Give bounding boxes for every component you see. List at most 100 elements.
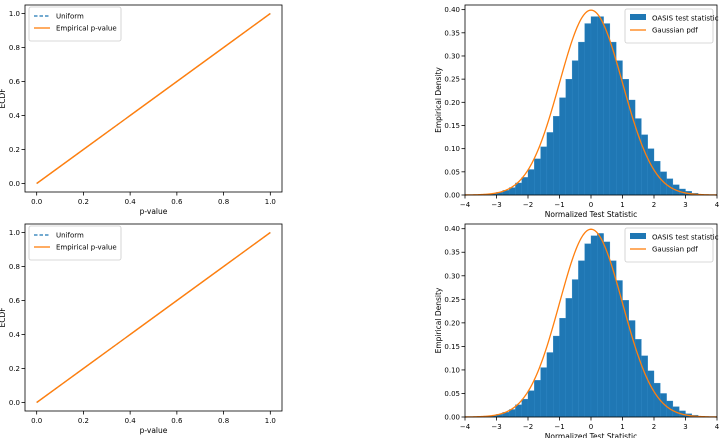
x-tick-label: 4	[715, 423, 720, 431]
y-tick-label: 0.00	[444, 414, 460, 422]
x-tick-label: 0.4	[125, 198, 137, 206]
x-tick-label: 0.2	[78, 198, 89, 206]
y-tick-label: 0.2	[9, 146, 20, 154]
y-tick-label: 0.35	[444, 249, 460, 257]
x-tick-label: 0	[589, 201, 593, 209]
x-tick-label: 3	[683, 423, 687, 431]
histogram-bar	[546, 352, 554, 418]
histogram-bar	[622, 78, 629, 196]
histogram-bar	[527, 169, 535, 196]
histogram-bar	[515, 404, 522, 418]
histogram-bar	[641, 355, 648, 418]
legend-label: Empirical p-value	[56, 25, 117, 33]
x-tick-label: −3	[491, 201, 501, 209]
histogram-bar	[553, 335, 560, 418]
y-tick-label: 0.15	[444, 122, 460, 130]
x-tick-label: −4	[460, 423, 471, 431]
y-axis-label: ECDF	[0, 88, 7, 108]
histogram-bar	[553, 116, 560, 196]
y-tick-label: 0.6	[9, 297, 21, 305]
x-tick-label: 1.0	[265, 417, 276, 425]
x-axis-label: Normalized Test Statistic	[545, 210, 637, 219]
histogram-bar	[609, 260, 617, 418]
legend-label: OASIS test statistic	[652, 234, 719, 242]
x-tick-label: 0.6	[171, 417, 183, 425]
x-tick-label: −1	[554, 201, 564, 209]
histogram-bar	[584, 23, 592, 196]
x-tick-label: 0.0	[31, 417, 42, 425]
y-tick-label: 0.0	[9, 399, 20, 407]
y-tick-label: 0.25	[444, 296, 460, 304]
x-tick-label: 0.4	[125, 417, 137, 425]
gaussian-pdf-line	[464, 228, 718, 418]
x-tick-label: 0.0	[31, 198, 42, 206]
empirical-line	[36, 12, 271, 185]
histogram-bar	[597, 16, 604, 196]
y-tick-label: 0.10	[444, 145, 460, 153]
histogram-bar	[571, 60, 579, 196]
x-axis-label: Normalized Test Statistic	[545, 432, 637, 438]
y-tick-label: 1.0	[9, 229, 20, 237]
y-tick-label: 0.4	[9, 331, 21, 339]
x-tick-label: 0	[589, 423, 593, 431]
y-tick-label: 0.6	[9, 78, 21, 86]
histogram-bar	[603, 241, 611, 418]
x-tick-label: −2	[523, 423, 533, 431]
axes-frame	[24, 4, 283, 193]
y-tick-label: 0.10	[444, 366, 460, 374]
histogram-bar	[584, 243, 592, 418]
legend-label: Uniform	[56, 232, 84, 240]
histogram-bar	[521, 177, 529, 196]
y-tick-label: 0.0	[9, 180, 20, 188]
histogram-bar	[647, 148, 655, 196]
histogram-bar	[515, 182, 522, 196]
y-tick-label: 0.30	[444, 52, 460, 60]
legend-label: Gaussian pdf	[652, 27, 698, 35]
histogram-bar	[521, 398, 529, 418]
x-tick-label: 0.8	[218, 198, 229, 206]
y-tick-label: 0.2	[9, 365, 20, 373]
histogram-bar	[609, 41, 617, 196]
legend-box	[624, 8, 714, 44]
x-tick-label: 1	[620, 201, 624, 209]
y-tick-label: 1.0	[9, 10, 20, 18]
x-tick-label: 2	[652, 423, 656, 431]
legend-label: OASIS test statistic	[652, 15, 719, 23]
histogram-bar	[578, 260, 585, 418]
legend-swatch-bars	[630, 233, 646, 239]
histogram-bar	[559, 97, 566, 196]
y-tick-label: 0.30	[444, 272, 460, 280]
x-tick-label: −4	[460, 201, 471, 209]
histogram-bar	[565, 78, 573, 196]
legend-box	[28, 6, 122, 42]
axes-frame	[24, 223, 283, 412]
x-tick-label: −3	[491, 423, 501, 431]
x-tick-label: 0.6	[171, 198, 183, 206]
histogram-bar	[578, 41, 585, 196]
y-tick-label: 0.40	[444, 225, 460, 233]
gaussian-pdf-line	[464, 9, 718, 196]
histogram-plot: −4 −3 −2 −1 0 1 2 3 4 0.00 0.05 0.10 0.15 0.20 0.25 0.3…	[434, 4, 720, 219]
x-axis-label: p-value	[140, 207, 168, 216]
histogram-bar	[546, 132, 554, 196]
x-tick-label: 3	[683, 201, 687, 209]
histogram-bar	[641, 134, 648, 196]
x-tick-label: 1.0	[265, 198, 276, 206]
x-tick-label: 0.2	[78, 417, 89, 425]
y-tick-label: 0.20	[444, 319, 460, 327]
y-tick-label: 0.8	[9, 44, 20, 52]
histogram-bar	[565, 298, 573, 418]
histogram-plot: −4 −3 −2 −1 0 1 2 3 4 0.00 0.05 0.10 0.15 0.20 0.25 0.3…	[434, 223, 720, 438]
ecdf-plot: 0.0 0.2 0.4 0.6 0.8 1.0 0.0 0.2 0.4 0.6 0.8 1.0 p-va…	[0, 4, 283, 216]
y-axis-label: Empirical Density	[434, 287, 443, 353]
histogram-bar	[534, 380, 541, 418]
y-tick-label: 0.20	[444, 99, 460, 107]
y-tick-label: 0.40	[444, 6, 460, 14]
histogram-bars	[483, 16, 699, 196]
y-tick-label: 0.00	[444, 192, 460, 200]
histogram-bar	[603, 23, 611, 196]
histogram-bar	[622, 300, 629, 418]
y-tick-label: 0.25	[444, 76, 460, 84]
histogram-bar	[527, 390, 535, 418]
